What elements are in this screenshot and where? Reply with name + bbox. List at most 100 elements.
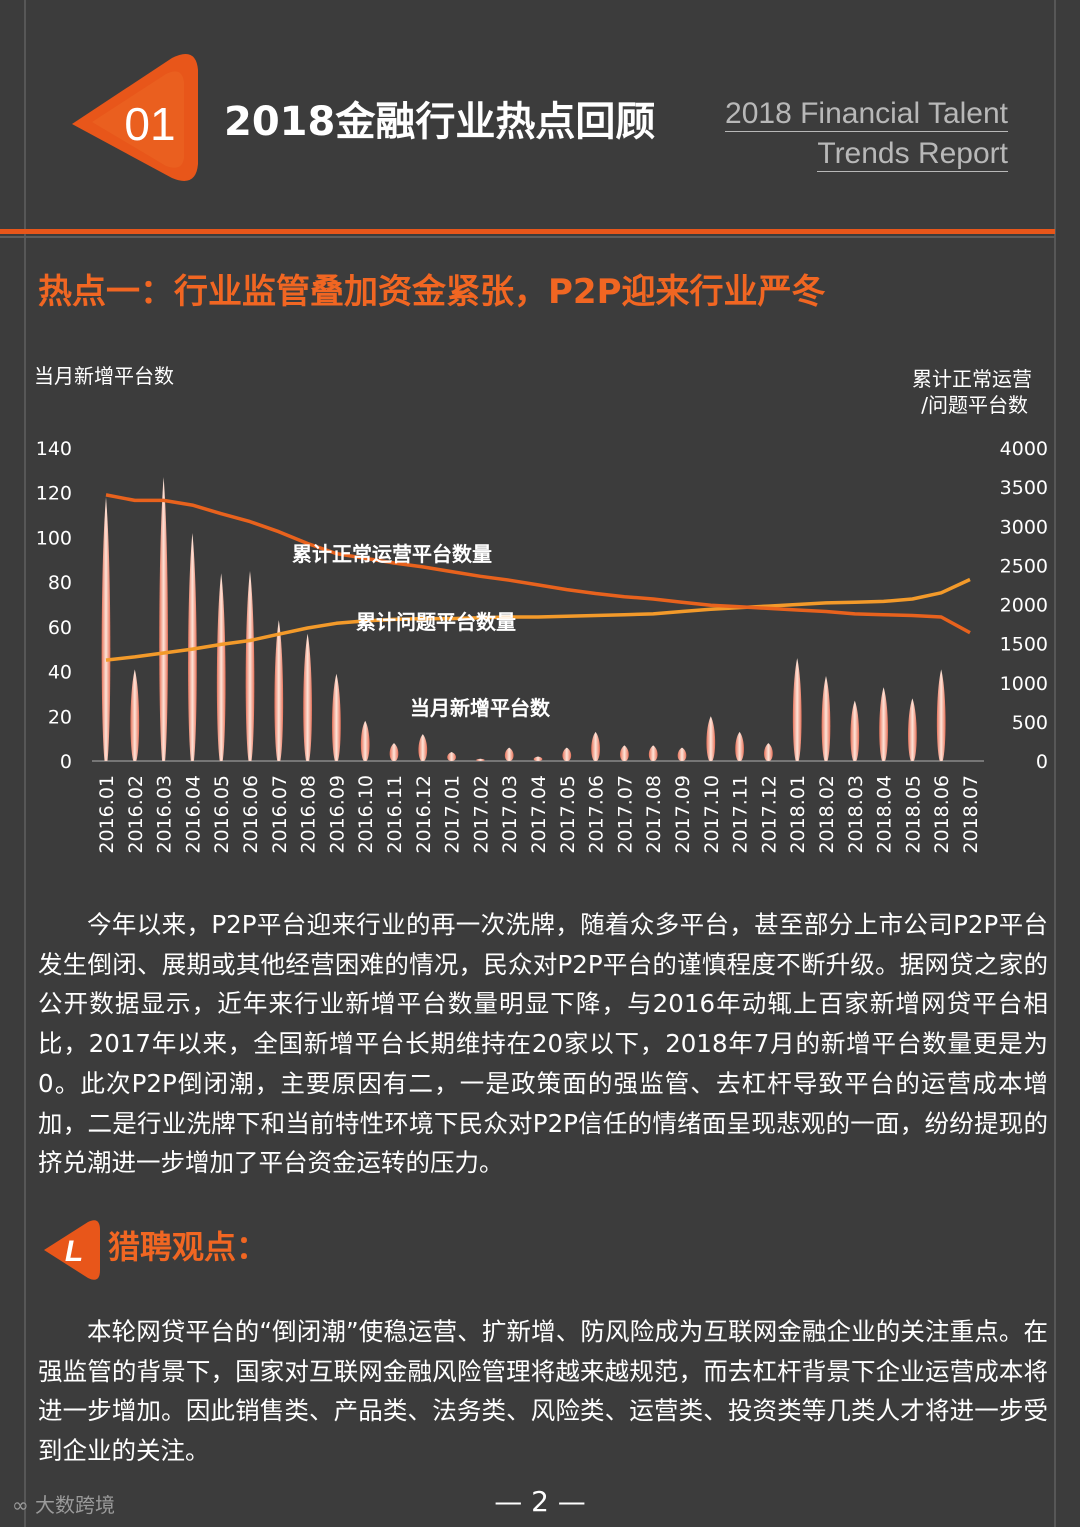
bar-2016.10 <box>360 720 370 761</box>
left-axis-title: 当月新增平台数 <box>34 364 174 388</box>
section-title: 热点一：行业监管叠加资金紧张，P2P迎来行业严冬 <box>38 272 826 312</box>
bar-2017.04 <box>533 756 543 761</box>
bar-2018.05 <box>908 698 917 761</box>
x-label-2016.03: 2016.03 <box>154 775 176 854</box>
bar-2016.03 <box>159 477 168 761</box>
x-label-2018.07: 2018.07 <box>960 775 982 854</box>
normal-platforms-line <box>105 493 971 635</box>
left-tick-label: 40 <box>48 662 72 684</box>
x-label-2016.09: 2016.09 <box>326 775 348 854</box>
x-label-2016.02: 2016.02 <box>125 775 147 854</box>
left-tick-label: 60 <box>48 617 72 639</box>
x-label-2017.01: 2017.01 <box>442 775 464 854</box>
x-label-2017.05: 2017.05 <box>557 775 579 854</box>
page-number: — 2 — <box>494 1485 586 1518</box>
left-tick-label: 140 <box>36 438 72 460</box>
bar-2017.08 <box>648 745 658 761</box>
x-label-2017.04: 2017.04 <box>528 775 550 854</box>
right-tick-label: 2000 <box>1000 595 1048 617</box>
bar-2016.08 <box>303 633 312 761</box>
right-axis-ticks: 0 500 1000 1500 2000 2500 3000 3500 4000 <box>1000 438 1048 773</box>
x-label-2018.06: 2018.06 <box>931 775 953 854</box>
x-label-2017.09: 2017.09 <box>672 775 694 854</box>
english-title-line1: 2018 Financial Talent <box>725 97 1008 132</box>
page-title: 2018金融行业热点回顾 <box>224 99 656 145</box>
x-label-2017.11: 2017.11 <box>730 775 752 854</box>
left-border-line <box>24 0 26 1527</box>
x-label-2016.08: 2016.08 <box>298 775 320 854</box>
bar-2018.01 <box>792 658 802 761</box>
label-normal-platforms: 累计正常运营平台数量 <box>292 542 492 566</box>
left-tick-label: 80 <box>48 572 72 594</box>
x-label-2017.08: 2017.08 <box>643 775 665 854</box>
right-tick-label: 3500 <box>1000 477 1048 499</box>
x-label-2016.12: 2016.12 <box>413 775 435 854</box>
bar-2016.02 <box>130 669 140 761</box>
label-problem-platforms: 累计问题平台数量 <box>356 610 516 634</box>
bar-2018.03 <box>850 700 860 761</box>
page-header: 01 2018金融行业热点回顾 2018 Financial Talent Tr… <box>0 0 1080 240</box>
left-tick-label: 0 <box>60 751 72 773</box>
bar-2017.11 <box>735 731 744 761</box>
bar-2017.09 <box>677 747 687 761</box>
watermark-text: 大数跨境 <box>35 1493 116 1517</box>
intro-paragraph: 今年以来，P2P平台迎来行业的再一次洗牌，随着众多平台，甚至部分上市公司P2P平… <box>38 910 1048 1178</box>
bar-2017.12 <box>764 743 773 761</box>
x-label-2017.12: 2017.12 <box>758 775 780 854</box>
bar-2016.04 <box>188 532 197 761</box>
header-divider-shadow <box>0 236 1055 238</box>
new-platform-bars <box>101 477 946 761</box>
right-axis-title-line1: 累计正常运营 <box>912 367 1032 391</box>
bar-2018.06 <box>936 669 946 761</box>
x-label-2018.01: 2018.01 <box>787 775 809 854</box>
bar-2016.11 <box>389 743 399 761</box>
problem-platforms-line <box>105 577 971 662</box>
right-tick-label: 1000 <box>1000 673 1048 695</box>
x-label-2017.06: 2017.06 <box>586 775 608 854</box>
left-tick-label: 20 <box>48 706 72 728</box>
x-label-2016.01: 2016.01 <box>96 775 118 854</box>
right-tick-label: 3000 <box>1000 516 1048 538</box>
liepin-logo-icon: L <box>44 1220 100 1280</box>
x-label-2018.04: 2018.04 <box>874 775 896 854</box>
bar-2017.01 <box>447 752 456 761</box>
bar-2017.03 <box>504 747 514 761</box>
right-tick-label: 4000 <box>1000 438 1048 460</box>
chapter-badge-shape <box>72 54 198 181</box>
watermark-icon: ∞ <box>12 1493 36 1517</box>
right-border-line <box>1054 0 1056 1527</box>
bar-2017.07 <box>620 745 629 761</box>
chapter-number: 01 <box>124 98 176 150</box>
left-axis-ticks: 0 20 40 60 80 100 120 140 <box>36 438 72 773</box>
bar-2018.02 <box>821 676 831 761</box>
bar-2016.07 <box>274 620 284 761</box>
bar-2018.04 <box>879 687 888 761</box>
x-axis-labels: 2016.01 2016.02 2016.03 2016.04 2016.05 2016.… <box>96 775 982 854</box>
bar-2016.09 <box>332 673 341 761</box>
x-label-2016.11: 2016.11 <box>384 775 406 854</box>
x-label-2018.02: 2018.02 <box>816 775 838 854</box>
left-tick-label: 120 <box>36 483 72 505</box>
cumulative-lines <box>105 493 971 662</box>
x-label-2016.07: 2016.07 <box>269 775 291 854</box>
viewpoint-paragraph: 本轮网贷平台的“倒闭潮”使稳运营、扩新增、防风险成为互联网金融企业的关注重点。在… <box>38 1317 1048 1466</box>
x-label-2017.03: 2017.03 <box>499 775 521 854</box>
bar-2017.05 <box>562 747 572 761</box>
right-axis-title-line2: /问题平台数 <box>921 393 1028 417</box>
header-divider <box>0 229 1055 234</box>
bar-2017.06 <box>591 731 600 761</box>
p2p-platform-chart: 当月新增平台数 累计正常运营 /问题平台数 0 20 40 60 80 100 120 140… <box>34 364 1048 854</box>
x-label-2017.10: 2017.10 <box>701 775 723 854</box>
x-label-2016.04: 2016.04 <box>182 775 204 854</box>
viewpoint-title: 猎聘观点： <box>108 1228 269 1266</box>
label-new-platforms: 当月新增平台数 <box>410 696 551 720</box>
bar-2016.12 <box>418 734 428 761</box>
bar-2017.10 <box>706 716 716 761</box>
right-tick-label: 500 <box>1012 712 1048 734</box>
x-label-2017.07: 2017.07 <box>614 775 636 854</box>
logo-letter: L <box>65 1235 83 1268</box>
x-label-2016.05: 2016.05 <box>211 775 233 854</box>
left-tick-label: 100 <box>36 527 72 549</box>
english-title: 2018 Financial Talent Trends Report <box>725 94 1008 174</box>
x-label-2016.06: 2016.06 <box>240 775 262 854</box>
